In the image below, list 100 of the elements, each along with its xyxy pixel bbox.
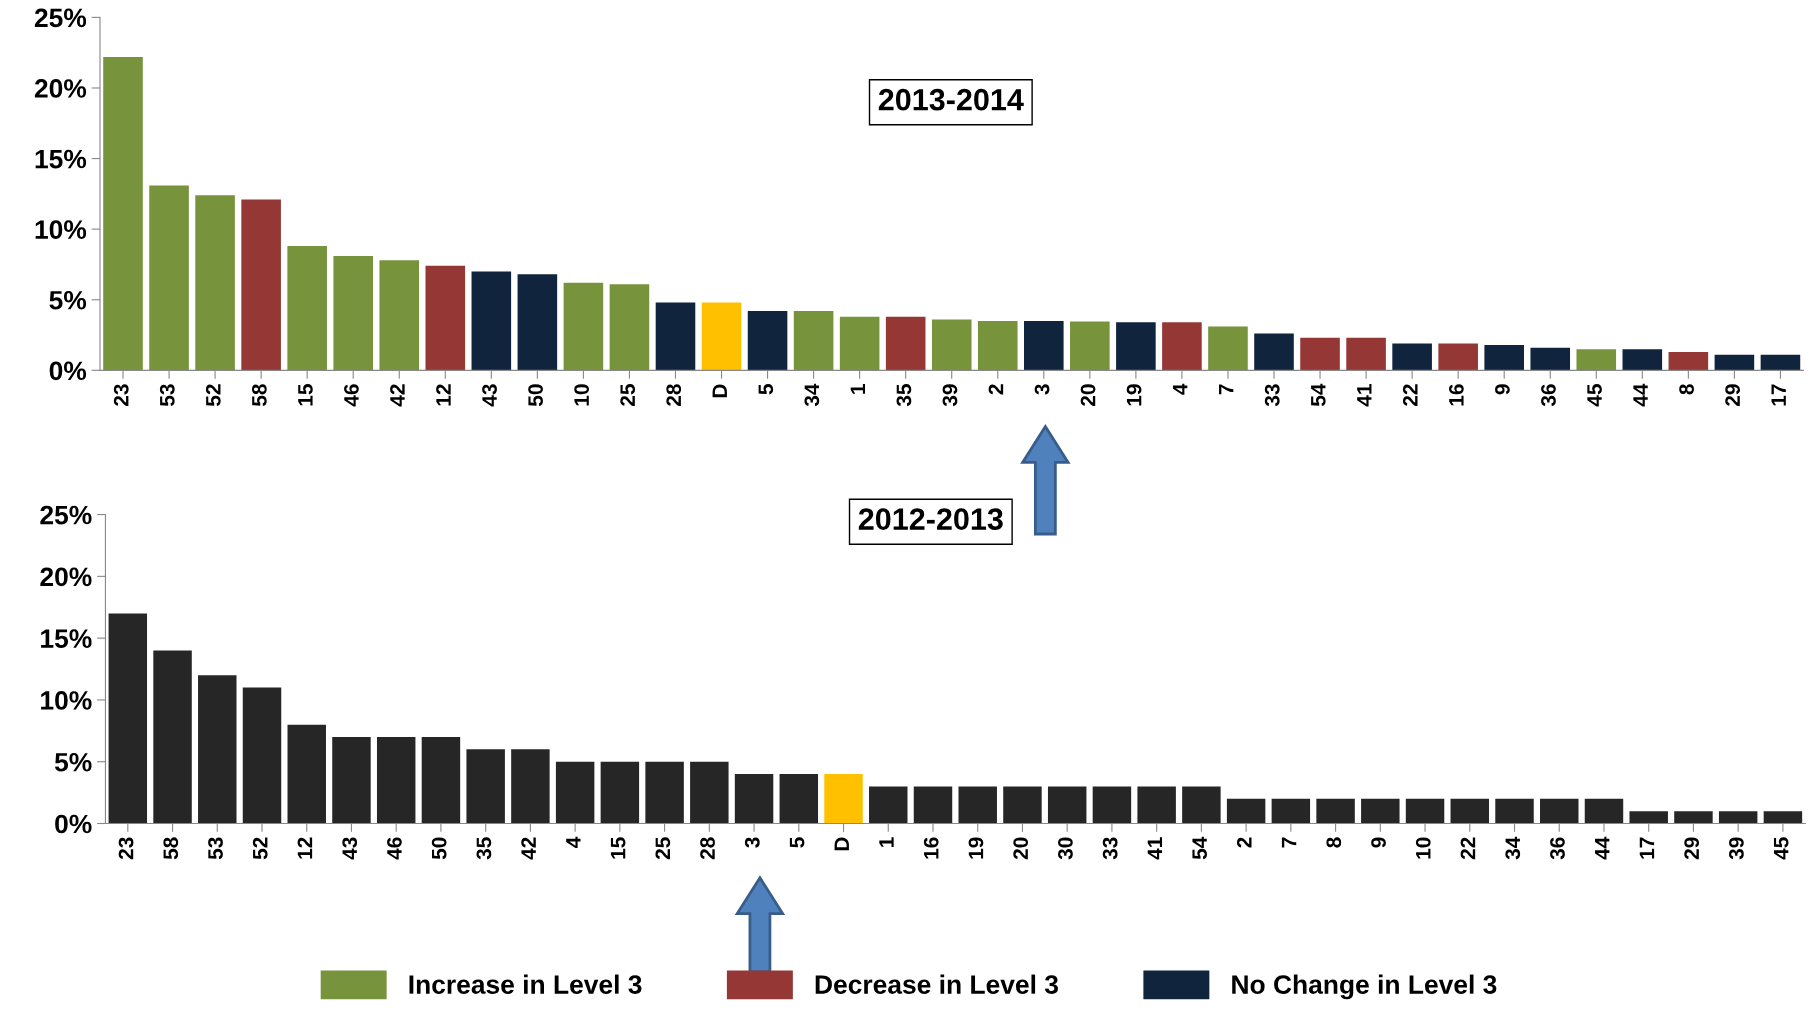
bar (1629, 811, 1668, 824)
bar (1714, 354, 1755, 371)
bar (690, 761, 729, 824)
x-tick-label: 17 (1771, 384, 1786, 406)
x-tick-label: 16 (923, 837, 939, 859)
bar (869, 786, 908, 824)
bar (1346, 337, 1386, 371)
x-tick-label: 50 (528, 384, 543, 407)
bar (1003, 786, 1042, 824)
x-tick-label: 7 (1281, 837, 1297, 848)
bar (977, 320, 1018, 371)
x-tick-label: 22 (1460, 837, 1476, 860)
bar (1668, 351, 1709, 371)
bar (153, 650, 192, 824)
bar (1540, 798, 1579, 824)
x-tick-label: 8 (1679, 384, 1694, 395)
bar (1162, 322, 1202, 371)
x-tick-label: 33 (1102, 837, 1118, 860)
x-tick-label: 20 (1080, 384, 1096, 406)
bar (1392, 343, 1432, 371)
bar (421, 737, 461, 824)
x-tick-label: 29 (1725, 384, 1740, 406)
bar (287, 246, 327, 371)
bar (103, 56, 143, 371)
y-tick-label: 0% (55, 814, 92, 834)
bar (1024, 320, 1064, 371)
bar (195, 195, 235, 371)
bar (747, 311, 788, 371)
x-tick-label: 8 (1326, 837, 1342, 848)
legend-label: Decrease in Level 3 (815, 974, 1058, 994)
bar (466, 749, 505, 824)
bar (1763, 811, 1803, 824)
x-tick-label: 54 (1192, 836, 1207, 860)
x-tick-label: 41 (1357, 384, 1372, 407)
x-tick-label: 29 (1684, 837, 1700, 860)
y-tick-label: 0% (49, 361, 87, 381)
x-tick-label: 53 (208, 837, 223, 860)
bar (149, 185, 189, 371)
x-tick-label: 54 (1311, 383, 1326, 407)
y-tick-label: 15% (41, 629, 92, 648)
bar (645, 761, 684, 824)
x-tick-label: 33 (1264, 384, 1280, 407)
x-tick-label: 9 (1495, 384, 1510, 395)
x-tick-label: 58 (163, 837, 179, 860)
x-tick-label: 28 (666, 384, 682, 406)
bar (958, 786, 997, 824)
x-tick-label: 22 (1402, 384, 1418, 406)
bar (1271, 798, 1311, 824)
y-tick-label: 20% (40, 567, 92, 587)
x-tick-label: 34 (804, 383, 820, 407)
bar (600, 761, 640, 824)
x-tick-label: 25 (620, 384, 636, 406)
bar (1208, 326, 1248, 371)
x-tick-label: 44 (1633, 383, 1648, 407)
bar (1047, 786, 1087, 824)
bar (379, 260, 420, 371)
bar (563, 282, 604, 371)
y-tick-label: 25% (34, 8, 87, 28)
bar (1450, 798, 1490, 824)
x-tick-label: 52 (252, 837, 268, 860)
x-tick-label: D (712, 384, 727, 398)
y-tick-label: 10% (41, 691, 92, 710)
x-tick-label: 36 (1541, 384, 1556, 407)
bar (517, 274, 558, 371)
bar (287, 724, 326, 824)
bar (1116, 322, 1156, 371)
y-tick-label: 20% (34, 79, 87, 98)
x-tick-label: 35 (896, 384, 912, 407)
bar (1226, 798, 1266, 824)
x-tick-label: 12 (436, 384, 451, 406)
x-tick-label: 36 (1550, 837, 1565, 860)
x-tick-label: 19 (1126, 384, 1142, 406)
x-tick-label: 2 (1236, 837, 1252, 848)
x-tick-label: 16 (1449, 384, 1464, 406)
x-tick-label: 34 (1505, 836, 1521, 860)
x-tick-label: 7 (1219, 384, 1234, 395)
bar (701, 302, 742, 371)
x-tick-label: 43 (482, 384, 497, 407)
bar (1092, 786, 1132, 824)
x-tick-label: 3 (1034, 384, 1050, 395)
bar (779, 774, 819, 824)
bar (1584, 798, 1624, 824)
bar (1576, 349, 1617, 371)
bar (734, 774, 774, 824)
y-tick-label: 5% (49, 290, 87, 310)
bar (1718, 811, 1758, 824)
bar (555, 761, 595, 824)
x-tick-label: 58 (251, 384, 267, 407)
x-tick-label: 46 (344, 384, 359, 407)
x-tick-label: 1 (850, 384, 866, 394)
x-tick-label: D (834, 837, 849, 851)
x-tick-label: 10 (574, 384, 589, 406)
legend-label: Increase in Level 3 (409, 974, 642, 994)
x-tick-label: 17 (1639, 837, 1655, 859)
x-tick-label: 19 (968, 837, 984, 859)
bar (1137, 786, 1176, 824)
bar (241, 199, 281, 371)
x-tick-label: 53 (159, 384, 175, 407)
bar (1530, 347, 1571, 371)
legend-label: No Change in Level 3 (1232, 974, 1497, 1000)
